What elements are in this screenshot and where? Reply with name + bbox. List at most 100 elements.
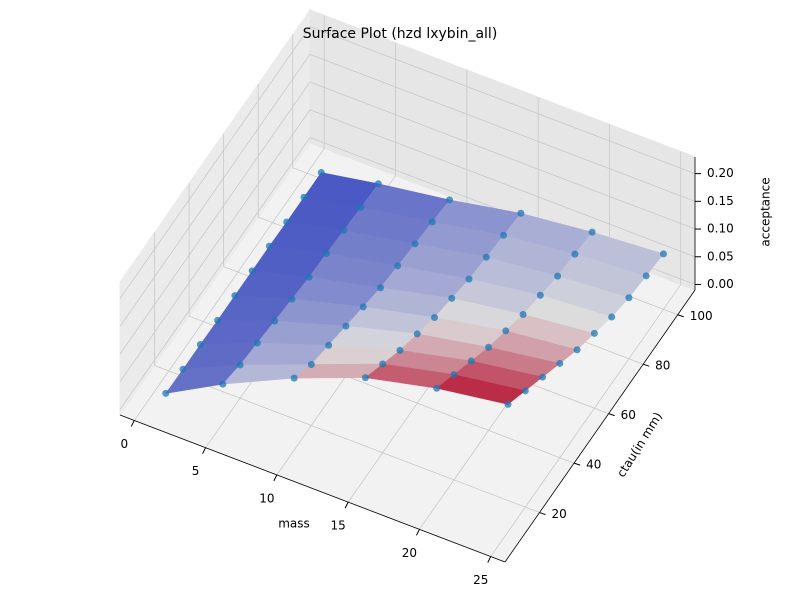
x-tick bbox=[487, 556, 492, 563]
data-point bbox=[290, 374, 298, 382]
data-point bbox=[446, 196, 454, 204]
grid-line bbox=[490, 284, 682, 557]
y-tick bbox=[573, 462, 581, 466]
data-point bbox=[359, 303, 367, 311]
data-point bbox=[608, 313, 616, 321]
data-point bbox=[162, 389, 170, 397]
data-point bbox=[521, 387, 529, 395]
data-point bbox=[500, 231, 508, 239]
data-point bbox=[271, 317, 279, 325]
data-point bbox=[465, 275, 473, 283]
y-tick-label: 40 bbox=[586, 458, 601, 472]
axis-line bbox=[119, 414, 506, 563]
data-point bbox=[485, 343, 493, 351]
data-point bbox=[374, 180, 382, 188]
data-point bbox=[556, 359, 564, 367]
z-tick-label: 0.00 bbox=[707, 277, 734, 291]
y-tick-label: 100 bbox=[690, 309, 713, 323]
y-tick bbox=[677, 314, 684, 318]
data-point bbox=[411, 240, 419, 248]
chart-title: Surface Plot (hzd lxybin_all) bbox=[303, 26, 498, 42]
z-tick-label: 0.05 bbox=[707, 249, 734, 263]
data-point bbox=[502, 327, 510, 335]
data-point bbox=[236, 361, 244, 369]
data-point bbox=[467, 357, 475, 365]
data-point bbox=[248, 267, 256, 275]
data-point bbox=[413, 330, 421, 338]
y-tick-label: 80 bbox=[655, 359, 670, 373]
x-tick-label: 0 bbox=[120, 437, 128, 451]
grid-line bbox=[309, 81, 696, 230]
y-tick bbox=[608, 413, 615, 417]
x-tick bbox=[344, 501, 349, 509]
grid-line bbox=[309, 109, 696, 258]
data-point bbox=[196, 341, 204, 349]
data-point bbox=[283, 218, 291, 226]
data-point bbox=[325, 341, 333, 349]
y-tick-label: 60 bbox=[621, 408, 636, 422]
grid-line bbox=[133, 148, 325, 421]
grid-line bbox=[119, 109, 311, 382]
data-point bbox=[288, 295, 296, 303]
data-point bbox=[517, 209, 525, 217]
x-tick-label: 10 bbox=[259, 491, 274, 505]
data-point bbox=[482, 253, 490, 261]
data-point bbox=[642, 272, 650, 280]
data-point bbox=[231, 292, 239, 300]
x-tick-label: 25 bbox=[473, 573, 488, 587]
data-point bbox=[536, 291, 544, 299]
data-point bbox=[625, 294, 633, 302]
x-tick-label: 5 bbox=[192, 464, 200, 478]
data-point bbox=[396, 346, 404, 354]
grid-line bbox=[119, 54, 311, 327]
data-point bbox=[448, 294, 456, 302]
z-tick-label: 0.10 bbox=[707, 222, 734, 236]
x-tick bbox=[415, 529, 420, 536]
data-point bbox=[519, 310, 527, 318]
data-point bbox=[588, 228, 596, 236]
y-tick bbox=[643, 363, 650, 367]
data-point bbox=[659, 250, 667, 258]
grid-line bbox=[154, 365, 540, 513]
data-point bbox=[590, 329, 598, 337]
data-point bbox=[361, 374, 369, 382]
x-tick bbox=[273, 474, 278, 482]
z-tick-label: 0.15 bbox=[707, 194, 734, 208]
grid-line bbox=[119, 137, 311, 410]
y-tick-label: 20 bbox=[552, 507, 567, 521]
data-point bbox=[450, 371, 458, 379]
x-tick-label: 15 bbox=[331, 519, 346, 533]
data-point bbox=[571, 250, 579, 258]
grid-line bbox=[119, 26, 311, 299]
data-point bbox=[219, 380, 227, 388]
x-tick bbox=[130, 420, 135, 427]
data-point bbox=[300, 193, 308, 201]
data-point bbox=[253, 339, 261, 347]
data-point bbox=[342, 322, 350, 330]
data-point bbox=[214, 316, 222, 324]
data-point bbox=[357, 203, 365, 211]
z-axis-label: acceptance bbox=[759, 177, 773, 246]
data-point bbox=[504, 400, 512, 408]
x-tick-label: 20 bbox=[402, 546, 417, 560]
data-point bbox=[573, 346, 581, 354]
grid-line bbox=[119, 81, 311, 355]
data-point bbox=[433, 384, 441, 392]
axis-line bbox=[504, 289, 696, 563]
data-point bbox=[379, 360, 387, 368]
grid-line bbox=[309, 53, 696, 202]
data-point bbox=[394, 262, 402, 270]
data-point bbox=[265, 242, 273, 250]
data-point bbox=[340, 226, 348, 234]
data-point bbox=[428, 218, 436, 226]
data-point bbox=[307, 360, 315, 368]
grid-line bbox=[309, 26, 696, 174]
data-point bbox=[305, 273, 313, 281]
z-tick-label: 0.20 bbox=[707, 166, 734, 180]
data-point bbox=[539, 373, 547, 381]
y-tick bbox=[539, 512, 546, 516]
data-point bbox=[179, 365, 187, 373]
data-point bbox=[376, 284, 384, 292]
data-point bbox=[322, 250, 330, 258]
